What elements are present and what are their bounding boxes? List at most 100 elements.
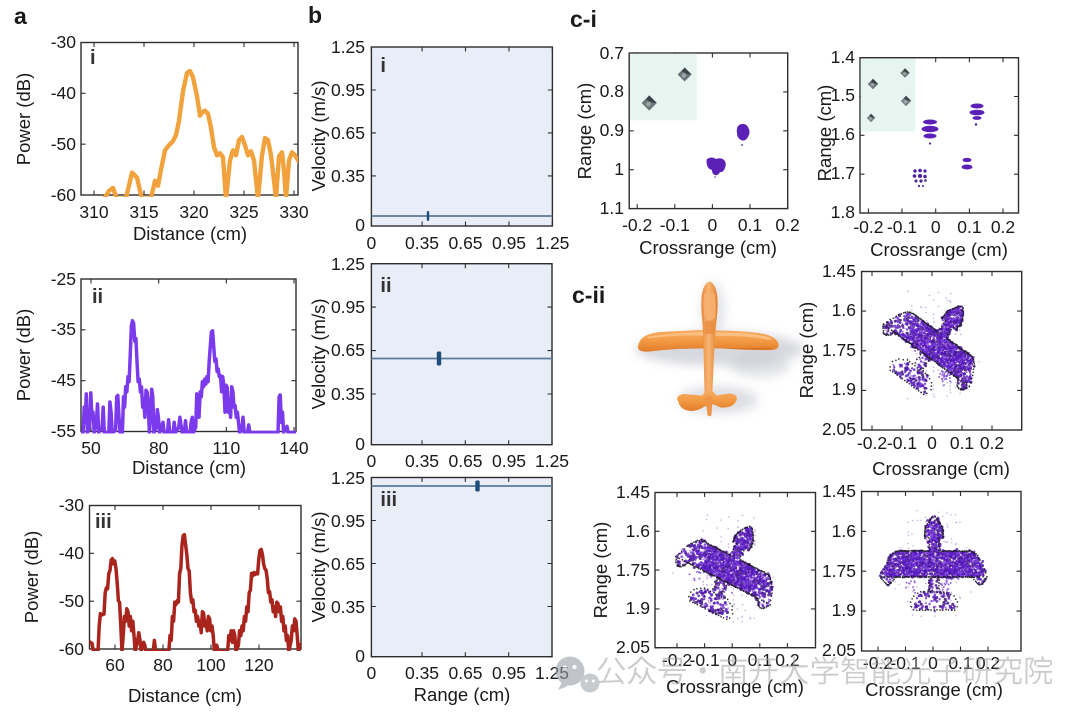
svg-text:Distance (cm): Distance (cm) (133, 223, 247, 244)
svg-text:Crossrange (cm): Crossrange (cm) (666, 676, 804, 697)
svg-text:0.2: 0.2 (980, 433, 1004, 453)
svg-text:-35: -35 (51, 319, 76, 339)
svg-text:0: 0 (931, 217, 941, 237)
svg-text:Power (dB): Power (dB) (13, 309, 34, 402)
svg-text:Crossrange (cm): Crossrange (cm) (639, 237, 777, 258)
svg-text:0.95: 0.95 (492, 233, 526, 253)
svg-text:0: 0 (367, 233, 377, 253)
svg-text:Range (cm): Range (cm) (414, 684, 511, 705)
svg-text:330: 330 (279, 202, 308, 222)
svg-text:1.25: 1.25 (535, 233, 569, 253)
svg-text:120: 120 (244, 655, 273, 675)
svg-text:Crossrange (cm): Crossrange (cm) (865, 679, 1003, 700)
svg-text:0.35: 0.35 (405, 233, 439, 253)
svg-text:0.9: 0.9 (600, 120, 624, 140)
svg-text:1.75: 1.75 (822, 561, 856, 581)
svg-text:1.9: 1.9 (626, 598, 650, 618)
svg-text:0.1: 0.1 (950, 433, 974, 453)
svg-text:b: b (308, 2, 322, 28)
svg-text:0.7: 0.7 (600, 43, 624, 63)
svg-text:1.6: 1.6 (832, 300, 856, 320)
svg-text:c-i: c-i (570, 6, 597, 32)
svg-text:110: 110 (212, 438, 240, 458)
svg-text:0: 0 (927, 433, 937, 453)
svg-text:1.25: 1.25 (331, 468, 365, 488)
svg-text:-60: -60 (51, 185, 77, 205)
svg-text:-50: -50 (51, 134, 77, 154)
svg-text:0: 0 (355, 646, 365, 666)
svg-text:iii: iii (380, 489, 397, 511)
svg-text:Power (dB): Power (dB) (13, 73, 34, 166)
svg-text:0.1: 0.1 (957, 217, 981, 237)
svg-text:0.65: 0.65 (331, 554, 365, 574)
svg-text:-0.2: -0.2 (662, 650, 692, 670)
svg-text:1: 1 (614, 159, 624, 179)
svg-text:0.2: 0.2 (976, 653, 1000, 673)
svg-text:0.65: 0.65 (448, 663, 482, 683)
svg-text:1.25: 1.25 (331, 37, 365, 57)
svg-text:0.35: 0.35 (331, 597, 365, 617)
svg-text:0.95: 0.95 (492, 451, 526, 471)
svg-text:1.75: 1.75 (822, 340, 856, 360)
svg-text:-0.1: -0.1 (660, 215, 690, 235)
svg-text:1.25: 1.25 (331, 254, 365, 274)
svg-text:1.8: 1.8 (831, 202, 855, 222)
svg-text:i: i (380, 55, 386, 77)
svg-text:2.05: 2.05 (822, 640, 856, 660)
svg-text:60: 60 (105, 655, 125, 675)
svg-text:-0.1: -0.1 (887, 433, 917, 453)
svg-text:1.45: 1.45 (822, 261, 856, 281)
svg-text:0.35: 0.35 (331, 166, 365, 186)
svg-text:0.35: 0.35 (331, 384, 365, 404)
svg-text:315: 315 (129, 202, 158, 222)
svg-text:-30: -30 (51, 32, 77, 52)
svg-text:-0.2: -0.2 (857, 433, 887, 453)
svg-text:0: 0 (367, 663, 377, 683)
svg-text:0.95: 0.95 (331, 511, 365, 531)
svg-text:-45: -45 (51, 370, 76, 390)
svg-text:325: 325 (229, 202, 258, 222)
svg-text:-60: -60 (59, 639, 85, 659)
svg-text:1.6: 1.6 (832, 521, 856, 541)
svg-text:1.75: 1.75 (616, 560, 650, 580)
svg-text:iii: iii (95, 511, 112, 533)
svg-text:1.1: 1.1 (600, 198, 624, 218)
svg-text:100: 100 (196, 655, 225, 675)
svg-text:Distance (cm): Distance (cm) (128, 685, 242, 706)
svg-text:-40: -40 (51, 83, 77, 103)
svg-text:Distance (cm): Distance (cm) (132, 457, 246, 478)
svg-text:80: 80 (153, 655, 173, 675)
svg-text:-0.1: -0.1 (690, 650, 720, 670)
svg-text:0: 0 (928, 653, 938, 673)
svg-text:50: 50 (81, 438, 101, 458)
svg-text:0.2: 0.2 (991, 217, 1015, 237)
svg-text:0: 0 (355, 215, 365, 235)
svg-text:Range (cm): Range (cm) (590, 522, 611, 619)
svg-text:Crossrange (cm): Crossrange (cm) (872, 458, 1010, 479)
svg-text:-0.2: -0.2 (622, 215, 652, 235)
svg-text:1.9: 1.9 (832, 379, 856, 399)
svg-text:Range (cm): Range (cm) (574, 83, 595, 180)
svg-text:0.35: 0.35 (405, 663, 439, 683)
svg-text:0: 0 (367, 451, 377, 471)
svg-text:Velocity (m/s): Velocity (m/s) (308, 80, 329, 191)
svg-text:0.65: 0.65 (331, 123, 365, 143)
svg-text:-25: -25 (51, 269, 76, 289)
svg-text:310: 310 (79, 202, 108, 222)
svg-text:ii: ii (92, 286, 103, 308)
svg-text:0.65: 0.65 (448, 233, 482, 253)
svg-text:1.4: 1.4 (831, 47, 856, 67)
svg-text:0.65: 0.65 (331, 340, 365, 360)
svg-text:-0.2: -0.2 (853, 217, 883, 237)
svg-text:-30: -30 (59, 495, 85, 515)
svg-text:0.65: 0.65 (448, 451, 482, 471)
svg-text:140: 140 (279, 438, 308, 458)
svg-text:ii: ii (380, 275, 391, 297)
svg-text:Range (cm): Range (cm) (796, 302, 817, 399)
svg-text:Power (dB): Power (dB) (21, 531, 42, 624)
svg-text:-55: -55 (51, 421, 76, 441)
svg-text:i: i (90, 47, 96, 69)
svg-text:a: a (14, 3, 27, 29)
svg-text:0.35: 0.35 (405, 451, 439, 471)
svg-text:0.95: 0.95 (331, 80, 365, 100)
